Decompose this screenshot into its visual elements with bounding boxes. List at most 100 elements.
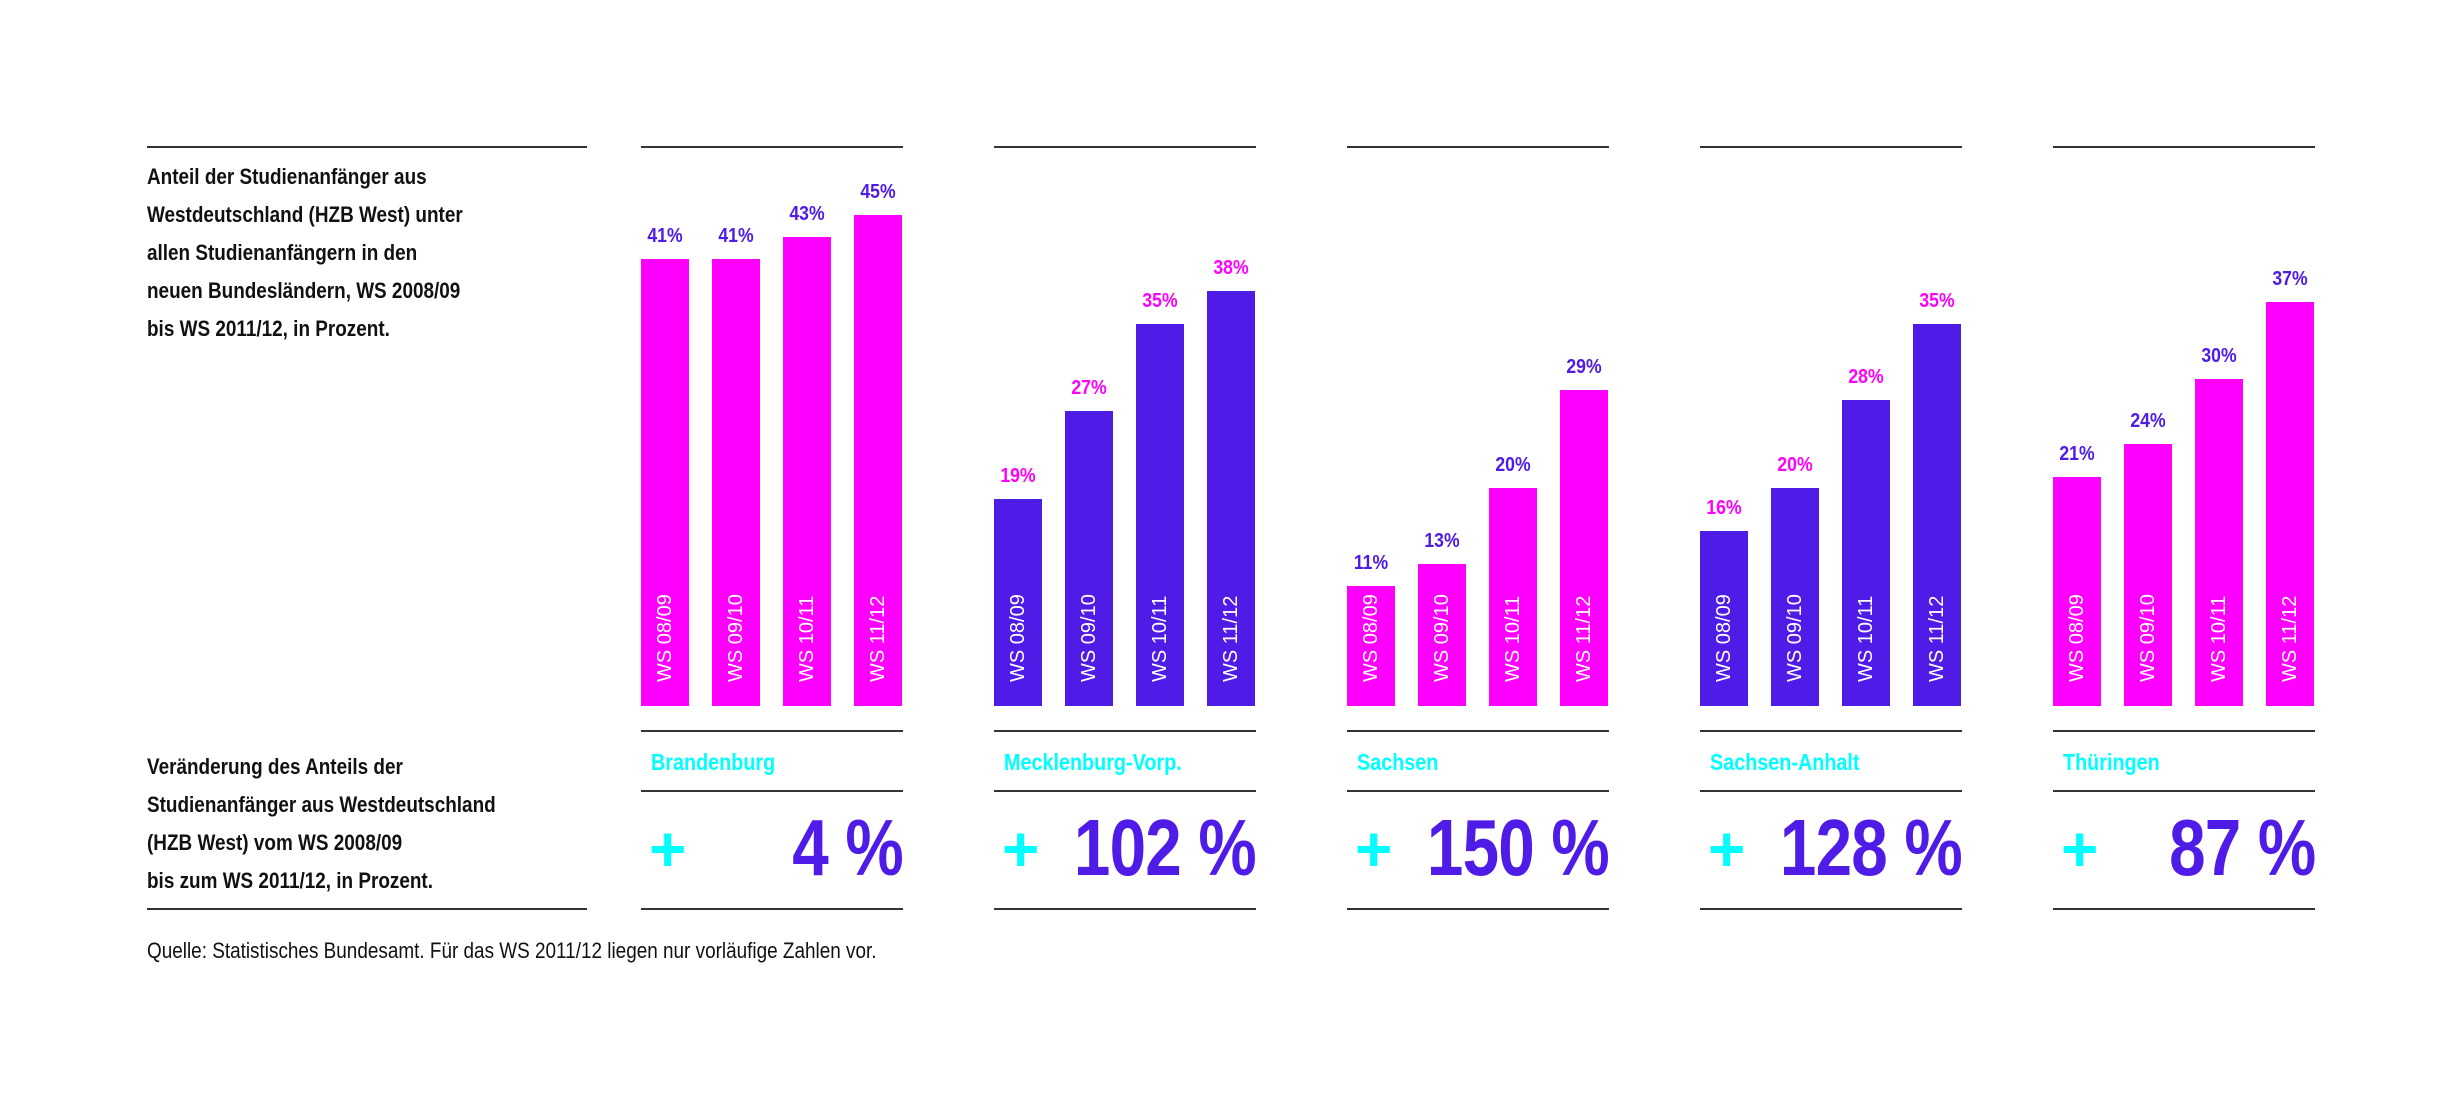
bar-category-label: WS 08/09	[1713, 594, 1735, 682]
group-top-rule	[994, 146, 1256, 148]
bar-value-label: 28%	[1848, 366, 1884, 389]
group-top-rule	[1347, 146, 1609, 148]
bar: WS 09/10	[712, 258, 760, 706]
group-bottom-rule	[1700, 908, 1962, 910]
change-description: Veränderung des Anteils der Studienanfän…	[147, 748, 496, 900]
source-note: Quelle: Statistisches Bundesamt. Für das…	[147, 938, 877, 963]
bar: WS 10/11	[783, 236, 831, 706]
bar: WS 11/12	[854, 215, 902, 706]
bar-value-label: 20%	[1495, 453, 1531, 476]
bar-value-label: 41%	[647, 224, 683, 247]
group-bottom-rule	[2053, 908, 2315, 910]
plus-sign: +	[649, 813, 687, 885]
group-top-rule	[641, 146, 903, 148]
change-value: 102 %	[1074, 803, 1257, 892]
bar: WS 10/11	[1842, 400, 1890, 706]
bar: WS 08/09	[1347, 585, 1395, 706]
group-baseline-rule	[2053, 730, 2315, 732]
group-name-rule	[641, 790, 903, 792]
bar-category-label: WS 09/10	[1431, 594, 1453, 682]
state-name: Mecklenburg-Vorp.	[1004, 749, 1182, 775]
bar: WS 11/12	[1913, 324, 1961, 706]
state-name: Brandenburg	[651, 749, 776, 775]
bar-category-label: WS 08/09	[1007, 594, 1029, 682]
bar-category-label: WS 09/10	[2137, 594, 2159, 682]
group-baseline-rule	[641, 730, 903, 732]
state-group: WS 08/09 11% WS 09/10 13% WS 10/11 20% WS 11/1…	[1347, 0, 1610, 1104]
group-bottom-rule	[1347, 908, 1609, 910]
bar-category-label: WS 08/09	[654, 594, 676, 682]
description-line: Westdeutschland (HZB West) unter	[147, 202, 463, 227]
bar-value-label: 13%	[1424, 530, 1460, 553]
bar-category-label: WS 10/11	[2208, 595, 2230, 682]
bar-category-label: WS 10/11	[796, 595, 818, 682]
group-bottom-rule	[994, 908, 1256, 910]
intro-top-rule	[147, 146, 587, 148]
bar-category-label: WS 11/12	[867, 595, 889, 682]
group-name-rule	[1347, 790, 1609, 792]
bar-value-label: 20%	[1777, 453, 1813, 476]
bar: WS 09/10	[1418, 564, 1466, 706]
bar-value-label: 16%	[1706, 497, 1742, 520]
bar-category-label: WS 09/10	[1078, 594, 1100, 682]
bar-value-label: 43%	[789, 202, 825, 225]
group-name-rule	[994, 790, 1256, 792]
intro-bottom-rule	[147, 908, 587, 910]
group-bottom-rule	[641, 908, 903, 910]
bar: WS 09/10	[2124, 444, 2172, 706]
bar-category-label: WS 10/11	[1149, 595, 1171, 682]
bar-value-label: 30%	[2201, 344, 2237, 367]
description-line: Anteil der Studienanfänger aus	[147, 164, 427, 189]
plus-sign: +	[1708, 813, 1746, 885]
bar: WS 08/09	[2053, 476, 2101, 706]
state-group: WS 08/09 21% WS 09/10 24% WS 10/11 30% WS 11/1…	[2053, 0, 2316, 1104]
plus-sign: +	[2061, 813, 2099, 885]
description-line: (HZB West) vom WS 2008/09	[147, 830, 403, 855]
bar: WS 11/12	[1207, 291, 1255, 706]
description-line: Studienanfänger aus Westdeutschland	[147, 792, 496, 817]
bar-category-label: WS 08/09	[2066, 594, 2088, 682]
bar-value-label: 41%	[718, 224, 754, 247]
bar: WS 10/11	[1489, 487, 1537, 706]
bar-category-label: WS 10/11	[1502, 595, 1524, 682]
state-name: Thüringen	[2063, 749, 2160, 775]
bar: WS 10/11	[2195, 378, 2243, 706]
state-group: WS 08/09 16% WS 09/10 20% WS 10/11 28% WS 11/1…	[1700, 0, 1963, 1104]
change-value: 87 %	[2168, 803, 2316, 892]
plus-sign: +	[1002, 813, 1040, 885]
bar: WS 08/09	[994, 498, 1042, 706]
bar-category-label: WS 11/12	[1926, 595, 1948, 682]
bar-value-label: 38%	[1213, 257, 1249, 280]
description-line: allen Studienanfängern in den	[147, 240, 418, 265]
group-name-rule	[1700, 790, 1962, 792]
bar: WS 10/11	[1136, 324, 1184, 706]
change-value: 128 %	[1780, 803, 1963, 892]
group-top-rule	[1700, 146, 1962, 148]
bar-value-label: 37%	[2272, 268, 2308, 291]
description-line: bis WS 2011/12, in Prozent.	[147, 316, 390, 341]
bar-value-label: 21%	[2059, 442, 2095, 465]
bar-value-label: 24%	[2130, 410, 2166, 433]
state-group: WS 08/09 41% WS 09/10 41% WS 10/11 43% WS 11/1…	[641, 0, 904, 1104]
group-baseline-rule	[994, 730, 1256, 732]
bar: WS 09/10	[1771, 487, 1819, 706]
group-top-rule	[2053, 146, 2315, 148]
bar-category-label: WS 11/12	[1573, 595, 1595, 682]
state-name: Sachsen-Anhalt	[1710, 749, 1860, 775]
bar: WS 11/12	[2266, 302, 2314, 706]
group-name-rule	[2053, 790, 2315, 792]
change-value: 150 %	[1427, 803, 1610, 892]
description-line: Veränderung des Anteils der	[147, 754, 403, 779]
bar-value-label: 35%	[1142, 290, 1178, 313]
bar-value-label: 35%	[1919, 290, 1955, 313]
group-baseline-rule	[1700, 730, 1962, 732]
bar-category-label: WS 09/10	[725, 594, 747, 682]
bar-category-label: WS 09/10	[1784, 594, 1806, 682]
change-value: 4 %	[792, 803, 903, 892]
description-line: neuen Bundesländern, WS 2008/09	[147, 278, 461, 303]
bar: WS 08/09	[1700, 531, 1748, 706]
bar-category-label: WS 11/12	[2279, 595, 2301, 682]
bar-value-label: 19%	[1000, 464, 1036, 487]
group-baseline-rule	[1347, 730, 1609, 732]
bar-value-label: 29%	[1566, 355, 1602, 378]
